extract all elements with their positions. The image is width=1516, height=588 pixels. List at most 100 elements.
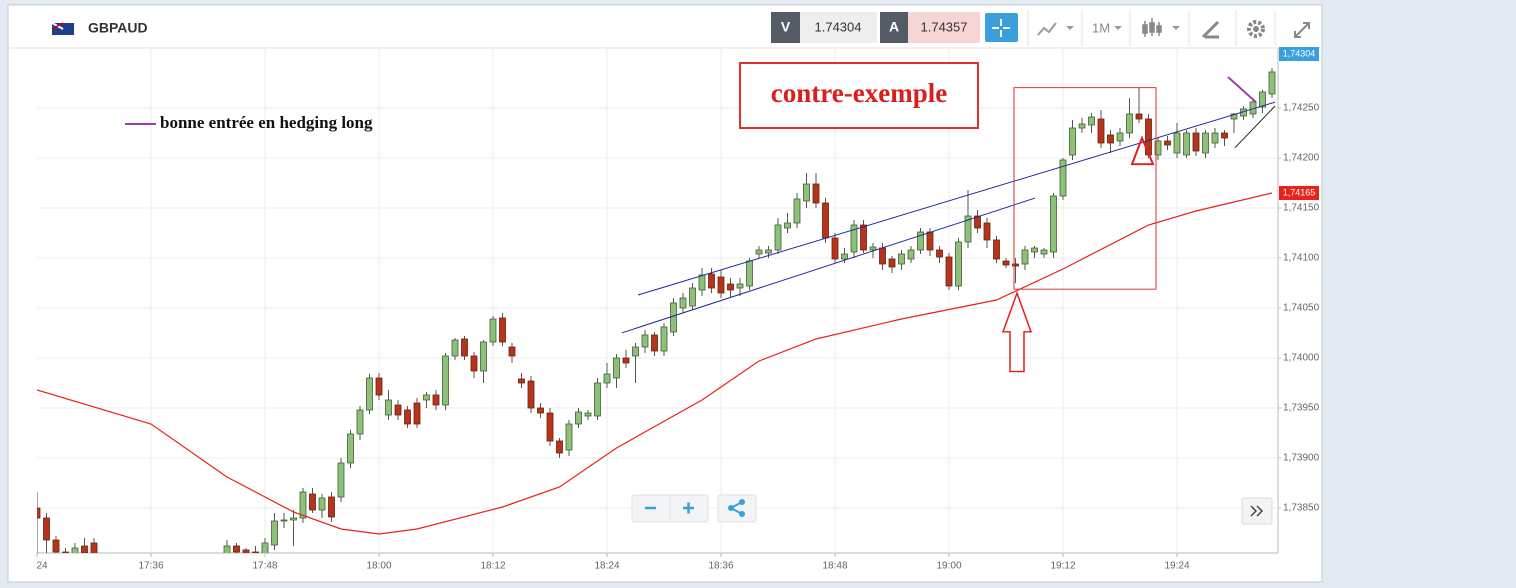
sell-label[interactable]: V (781, 19, 791, 35)
candle-body (584, 412, 592, 417)
candle-body (1021, 249, 1029, 265)
scroll-end-icon[interactable] (1250, 505, 1264, 517)
settings-icon[interactable] (1253, 26, 1259, 32)
candle-body (1221, 132, 1228, 139)
candle-body (641, 334, 649, 348)
candle-body (518, 378, 525, 384)
sell-button[interactable] (771, 12, 800, 43)
trend-line (1234, 105, 1276, 149)
candle-body (223, 545, 231, 553)
candle-body (43, 517, 50, 541)
candle-body (803, 183, 810, 202)
x-tick-label: 17:48 (252, 561, 277, 572)
price-label: 1,74165 (1283, 187, 1316, 197)
candle-body (290, 517, 297, 521)
candle-body (1211, 132, 1219, 144)
y-tick-label: 1,74250 (1283, 103, 1320, 114)
candle-body (1173, 132, 1181, 154)
candle-body (945, 256, 953, 287)
x-tick-label: 18:00 (366, 561, 391, 572)
candle-body (1078, 123, 1086, 129)
candle-body (37, 507, 41, 519)
candle-body (71, 547, 79, 553)
chart-type-icon[interactable] (1037, 22, 1057, 36)
candle-body (898, 253, 905, 265)
x-tick-label: 24 (36, 561, 48, 572)
candle-body (755, 249, 763, 255)
y-tick-label: 1,74150 (1283, 203, 1320, 214)
dropdown-icon[interactable] (1172, 26, 1180, 30)
candle-body (983, 222, 991, 241)
candle-body (1183, 132, 1190, 156)
x-tick-label: 19:12 (1050, 561, 1075, 572)
candle-body (394, 404, 402, 416)
share-icon[interactable] (739, 499, 745, 505)
share-icon[interactable] (728, 505, 734, 511)
dropdown-icon[interactable] (1114, 26, 1122, 30)
candles-icon[interactable] (1142, 18, 1162, 37)
candle-body (603, 373, 611, 384)
buy-label[interactable]: A (889, 19, 899, 35)
timeframe[interactable]: 1M (1092, 20, 1110, 35)
candle-body (271, 520, 278, 546)
price-label-box (1279, 186, 1319, 200)
annotation-box (739, 62, 979, 129)
buy-price[interactable]: 1.74357 (921, 19, 968, 34)
zoom-in[interactable] (683, 502, 694, 514)
candle-body (651, 334, 658, 352)
candle-body (1126, 113, 1133, 134)
plot-area (37, 68, 1276, 553)
share-button[interactable] (717, 494, 757, 523)
y-tick-label: 1,73950 (1283, 403, 1320, 414)
candle-body (926, 231, 934, 251)
buy-button[interactable] (880, 12, 908, 43)
x-tick-label: 18:36 (708, 561, 733, 572)
candle-body (537, 407, 544, 414)
candle-body (1230, 113, 1238, 120)
candle-body (81, 545, 88, 553)
share-icon[interactable] (739, 511, 745, 517)
candle-body (613, 357, 620, 379)
candle-body (1012, 263, 1019, 267)
candle-body (1116, 132, 1124, 142)
settings-icon[interactable] (1247, 20, 1265, 38)
dropdown-icon[interactable] (1066, 26, 1074, 30)
candle-body (242, 549, 250, 553)
y-tick-label: 1,74000 (1283, 353, 1320, 364)
candle-body (508, 346, 516, 357)
expand-icon[interactable] (1294, 22, 1310, 38)
candle-body (660, 326, 668, 352)
candle-body (1259, 91, 1266, 108)
candle-body (917, 231, 924, 251)
candle-body (432, 394, 440, 406)
candle-body (765, 249, 772, 254)
candle-body (1154, 140, 1162, 156)
candle-body (622, 357, 630, 364)
symbol: GBPAUD (88, 20, 148, 36)
candle-body (1040, 249, 1048, 255)
candle-body (280, 519, 288, 522)
candle-body (1050, 195, 1057, 253)
draw-icon[interactable] (1201, 20, 1220, 39)
sell-price-box[interactable] (800, 12, 877, 43)
candle-body (1031, 247, 1038, 253)
crosshair-icon (992, 19, 1010, 37)
candle-body (1192, 132, 1200, 152)
candle-body (831, 237, 839, 260)
candle-body (860, 224, 867, 251)
candle-body (1135, 113, 1143, 120)
buy-price-box[interactable] (908, 12, 980, 43)
candle-body (413, 402, 421, 425)
header: GBPAUD V 1.74304 A 1.74357 1M (51, 10, 1310, 46)
zoom-controls (631, 494, 1273, 525)
sell-price[interactable]: 1.74304 (815, 19, 862, 34)
x-tick-label: 17:36 (138, 561, 163, 572)
candle-body (442, 355, 449, 406)
candle-body (366, 377, 373, 411)
x-tick-label: 19:24 (1164, 561, 1189, 572)
candle-body (423, 394, 430, 401)
crosshair-button[interactable] (985, 13, 1018, 42)
candle-body (499, 317, 506, 343)
price-label: 1,74304 (1283, 48, 1316, 58)
